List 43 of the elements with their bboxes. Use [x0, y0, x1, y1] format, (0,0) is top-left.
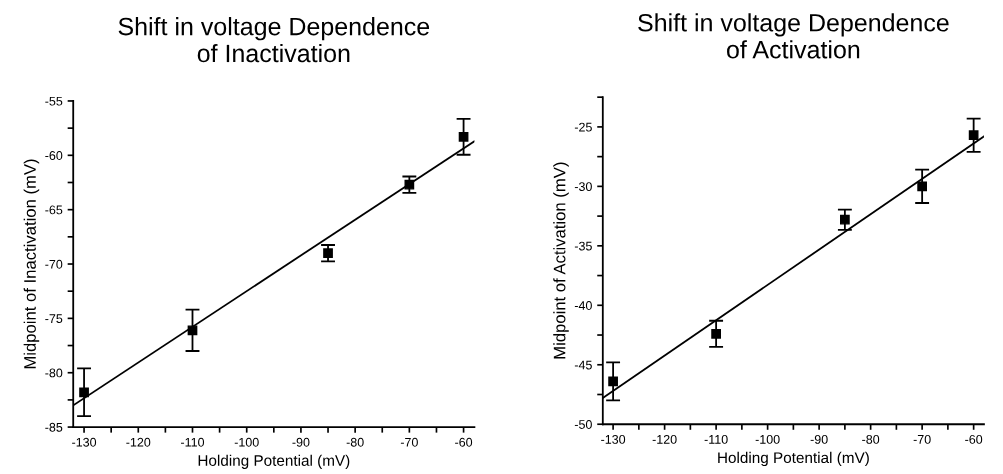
x-tick-label: -110	[181, 437, 205, 447]
point	[79, 387, 89, 398]
point	[458, 131, 469, 142]
y-tick-label: -45	[574, 360, 592, 370]
x-tick-label: -100	[755, 434, 780, 444]
chart-title: Shift in voltage Dependence of Activation	[638, 13, 949, 59]
x-tick-label: -130	[601, 434, 626, 444]
x-tick-label: -80	[862, 434, 880, 444]
x-tick-label: -100	[234, 437, 259, 447]
point	[711, 328, 721, 339]
y-tick-label: -35	[574, 241, 592, 251]
y-tick-label: -70	[45, 259, 63, 269]
point	[917, 181, 927, 192]
x-tick-label: -110	[704, 434, 728, 444]
x-axis-title: Holding Potential (mV)	[718, 451, 869, 467]
x-axis-title: Holding Potential (mV)	[198, 454, 350, 469]
y-tick-label: -30	[574, 182, 592, 192]
y-axis-title: Midpoint of Inactivation (mV)	[23, 159, 40, 369]
x-tick-label: -90	[810, 434, 828, 444]
y-axis-title: Midpoint of Activation (mV)	[553, 162, 569, 359]
y-tick-label: -85	[45, 422, 63, 432]
x-tick-label: -120	[652, 434, 677, 444]
x-tick-label: -70	[913, 434, 931, 444]
y-tick-label: -75	[45, 314, 63, 324]
x-tick-label: -60	[455, 437, 473, 447]
y-tick-label: -65	[45, 205, 63, 215]
y-tick-label: -60	[45, 151, 63, 160]
chart-title: Shift in voltage Dependence of Inactivation	[118, 17, 430, 63]
y-tick-label: -80	[45, 368, 63, 378]
x-tick-label: -90	[292, 437, 310, 447]
point	[323, 248, 333, 259]
y-tick-label: -50	[574, 420, 592, 429]
x-tick-label: -120	[126, 437, 151, 447]
point	[840, 214, 850, 225]
point	[608, 376, 618, 387]
point	[968, 130, 979, 141]
x-tick-label: -80	[346, 437, 364, 447]
y-tick-label: -40	[574, 301, 592, 310]
y-tick-label: -55	[45, 96, 63, 106]
y-tick-label: -25	[574, 122, 592, 132]
x-tick-label: -70	[400, 437, 418, 447]
x-tick-label: -130	[72, 437, 97, 447]
x-tick-label: -60	[965, 434, 983, 444]
